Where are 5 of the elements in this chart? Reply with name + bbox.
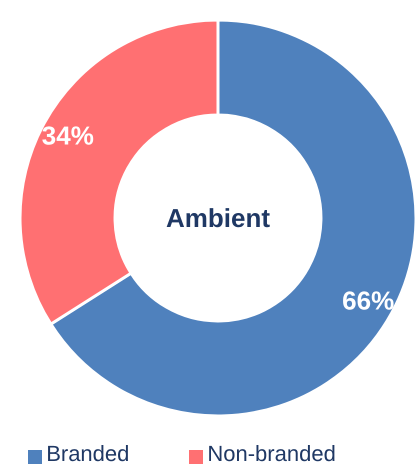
legend-label: Branded xyxy=(46,441,130,466)
text: Ambient xyxy=(166,203,270,233)
legend-label: Non-branded xyxy=(207,441,336,466)
data-label: 34% xyxy=(42,120,94,150)
data-label: 66% xyxy=(342,286,394,316)
